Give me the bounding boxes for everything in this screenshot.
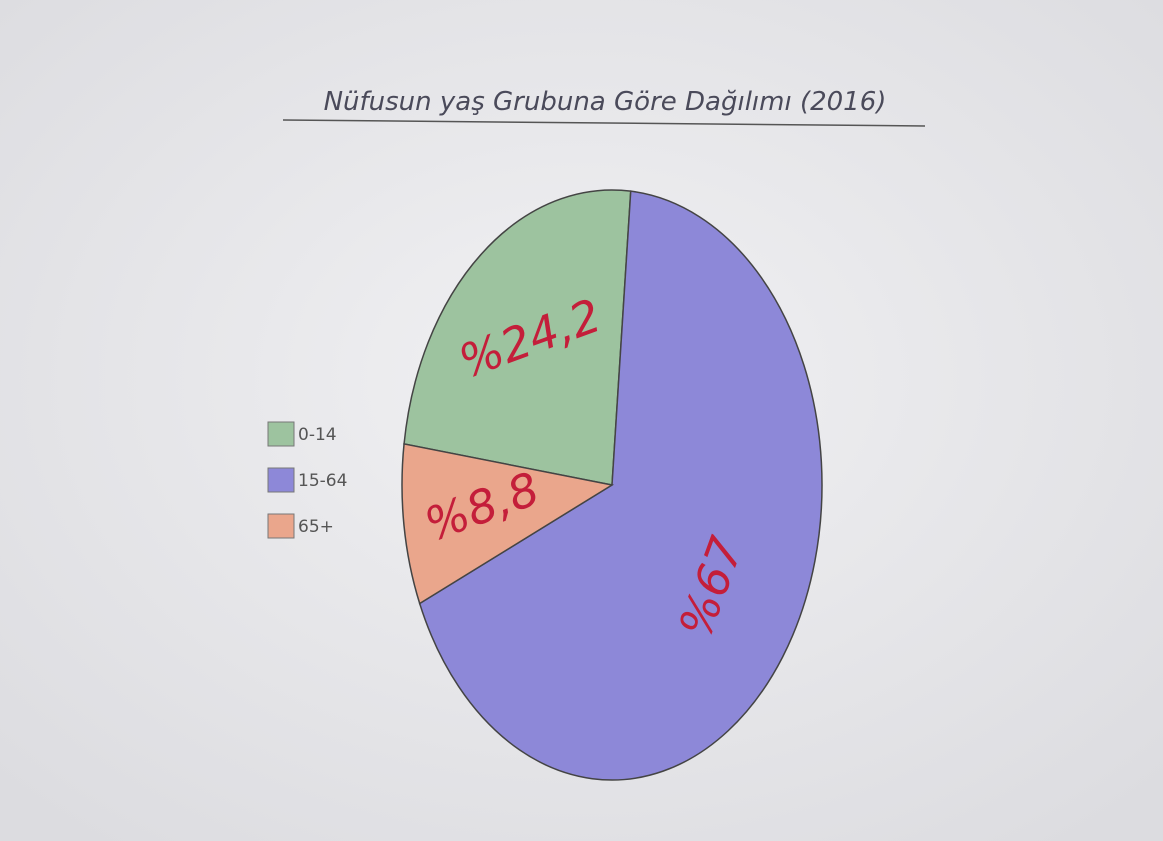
chart-title: Nüfusun yaş Grubuna Göre Dağılımı (2016)	[324, 87, 887, 117]
legend-swatch	[267, 467, 295, 493]
legend-label: 15-64	[298, 471, 347, 491]
pie-slice	[418, 190, 823, 781]
legend-label: 0-14	[298, 425, 337, 445]
legend-swatch	[267, 421, 295, 447]
pie-slice	[401, 443, 615, 605]
legend-label: 65+	[298, 517, 334, 537]
pie-slice	[403, 189, 632, 486]
pie: %24,2%67%8,8	[401, 189, 823, 781]
legend: 0-14 15-64 65+	[267, 421, 347, 539]
legend-swatch	[267, 513, 295, 539]
title-underline	[282, 119, 926, 127]
